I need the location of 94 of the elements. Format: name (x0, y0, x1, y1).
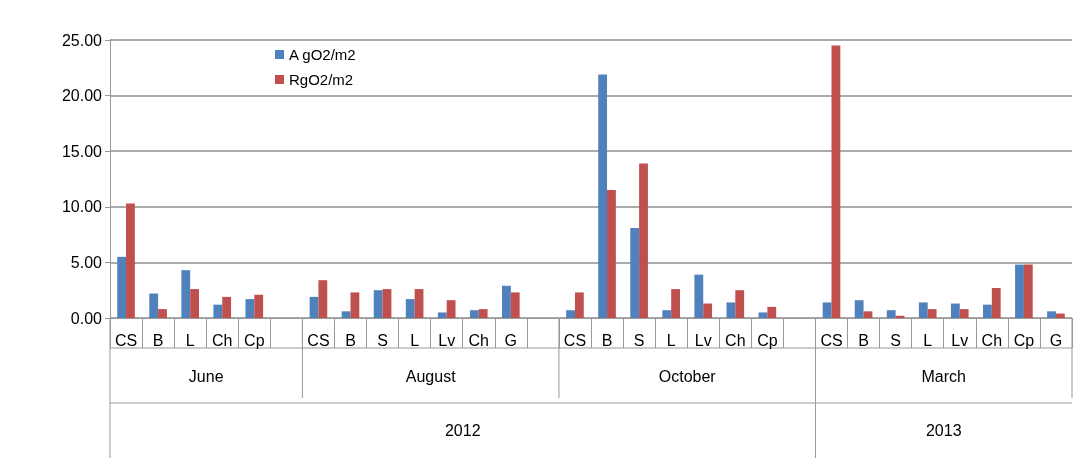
text: March (921, 367, 966, 385)
y-tick-label: 20.00 (61, 87, 103, 105)
bar (158, 309, 167, 318)
x-tick-label: S (377, 331, 388, 349)
text: 2012 (444, 421, 481, 439)
bar (245, 299, 255, 318)
bar (927, 309, 937, 318)
bar (149, 293, 159, 318)
bar (1047, 311, 1056, 318)
bar (126, 203, 135, 318)
y-tick-label: 25.00 (61, 31, 103, 49)
bar (854, 300, 864, 318)
bar (726, 302, 736, 318)
x-tick-label: CS (307, 331, 330, 349)
bar (117, 256, 127, 318)
y-tick-label: 0.00 (70, 309, 103, 327)
bar (991, 287, 1001, 318)
bar (959, 309, 969, 318)
bar (831, 45, 841, 318)
bar (918, 302, 928, 318)
x-tick-label: Ch (725, 331, 746, 349)
bar (309, 296, 319, 318)
x-tick-label: B (152, 331, 164, 349)
bar (382, 289, 392, 318)
x-tick-label: L (666, 331, 676, 349)
bar (822, 302, 832, 318)
x-tick-label: G (1049, 331, 1063, 349)
bar (1015, 264, 1024, 318)
x-tick-label: CS (563, 331, 587, 349)
bar (1023, 264, 1033, 318)
bar (639, 163, 648, 318)
x-tick-label: L (410, 331, 420, 349)
x-tick-label: L (923, 331, 933, 349)
bar (502, 285, 511, 318)
x-tick-label: CS (114, 331, 138, 349)
x-tick-label: B (858, 331, 869, 349)
x-tick-label: S (633, 331, 645, 349)
bar (574, 292, 584, 318)
bar (350, 292, 360, 318)
bar (983, 304, 992, 318)
x-tick-label: Lv (438, 331, 456, 349)
x-tick-label: Ch (981, 331, 1003, 349)
x-tick-label: G (504, 331, 518, 349)
text: 2013 (925, 421, 962, 439)
bar (446, 300, 456, 318)
bar (318, 280, 328, 318)
bar (1055, 313, 1065, 318)
bar (630, 227, 640, 318)
bar (703, 303, 713, 318)
bar (735, 290, 745, 318)
y-tick-label: 15.00 (61, 142, 103, 160)
bar (566, 310, 575, 318)
bar (863, 311, 873, 318)
x-tick-label: Cp (757, 331, 778, 349)
bar (405, 299, 415, 318)
x-tick-label: B (345, 331, 356, 349)
x-tick-label: B (601, 331, 613, 349)
bar (222, 296, 232, 318)
bar (950, 303, 960, 318)
bar (414, 289, 424, 318)
bar (478, 309, 488, 318)
x-tick-label: Ch (468, 331, 489, 349)
x-tick-label: CS (820, 331, 843, 349)
x-tick-label: Ch (212, 331, 233, 349)
bar (213, 304, 223, 318)
x-tick-label: S (890, 331, 901, 349)
bar (181, 270, 191, 318)
text: August (405, 367, 457, 385)
bar (662, 310, 672, 318)
x-tick-label: L (185, 331, 195, 349)
bar (671, 289, 680, 318)
bar (469, 310, 479, 318)
bar (694, 274, 704, 318)
bar (607, 190, 616, 318)
legend-label: A gO2/m2 (289, 46, 356, 63)
bar (190, 289, 199, 318)
legend-label: RgO2/m2 (289, 71, 354, 88)
bar (510, 292, 520, 318)
bar (767, 306, 777, 318)
bar (254, 294, 264, 318)
bar (373, 290, 383, 318)
x-tick-label: Cp (1013, 331, 1035, 349)
y-tick-label: 5.00 (70, 253, 103, 271)
bar (598, 74, 608, 318)
x-tick-label: Lv (694, 331, 712, 349)
bar (437, 312, 447, 318)
x-tick-label: Cp (244, 331, 265, 349)
bar (341, 311, 351, 318)
text: October (658, 367, 717, 385)
text: June (188, 367, 224, 385)
y-tick-label: 10.00 (61, 198, 103, 216)
x-tick-label: Lv (951, 331, 969, 349)
bar (886, 310, 896, 318)
bar (758, 312, 768, 318)
